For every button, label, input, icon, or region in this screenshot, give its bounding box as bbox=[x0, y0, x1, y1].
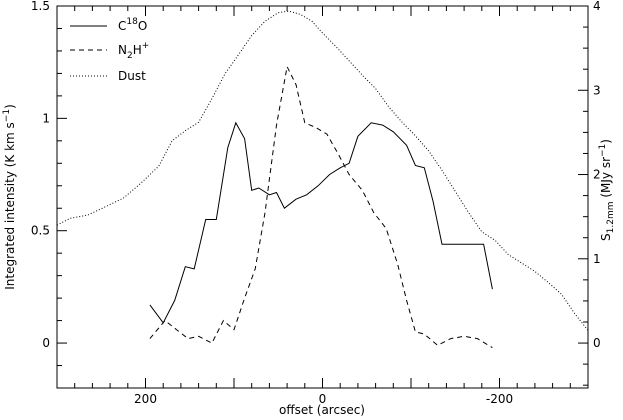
y-axis-left-label: Integrated intensity (K km s−1) bbox=[2, 104, 17, 290]
series-line-dust bbox=[57, 10, 588, 331]
y-axis-right-label: S1.2mm (MJy sr−1) bbox=[598, 139, 616, 241]
y-left-tick-label: 0 bbox=[42, 336, 50, 350]
legend: C18O N2H+ Dust bbox=[70, 17, 149, 83]
y-right-tick-label: 4 bbox=[593, 0, 601, 13]
series-layer bbox=[57, 10, 588, 349]
y-left-tick-label: 1.5 bbox=[31, 0, 50, 13]
y-left-tick-label: 1 bbox=[42, 111, 50, 125]
y-right-tick-label: 1 bbox=[593, 252, 601, 266]
x-axis-label: offset (arcsec) bbox=[279, 403, 365, 417]
x-tick-label: -200 bbox=[486, 392, 513, 406]
y-right-tick-label: 3 bbox=[593, 83, 601, 97]
ticks-layer: 200 0 -200 0 0.5 1 1.5 0 1 2 3 4 bbox=[31, 0, 601, 406]
plot-frame bbox=[56, 5, 589, 389]
legend-label-dust: Dust bbox=[118, 69, 146, 83]
y-right-tick-label: 0 bbox=[593, 336, 601, 350]
legend-label-n2h: N2H+ bbox=[118, 41, 149, 61]
x-tick-label: 200 bbox=[134, 392, 157, 406]
y-right-tick-label: 2 bbox=[593, 168, 601, 182]
legend-label-c18o: C18O bbox=[118, 17, 147, 33]
series-line-c18o bbox=[149, 121, 493, 324]
series-line-n2h bbox=[149, 65, 493, 349]
y-left-tick-label: 0.5 bbox=[31, 224, 50, 238]
x-tick-label: 0 bbox=[319, 392, 327, 406]
